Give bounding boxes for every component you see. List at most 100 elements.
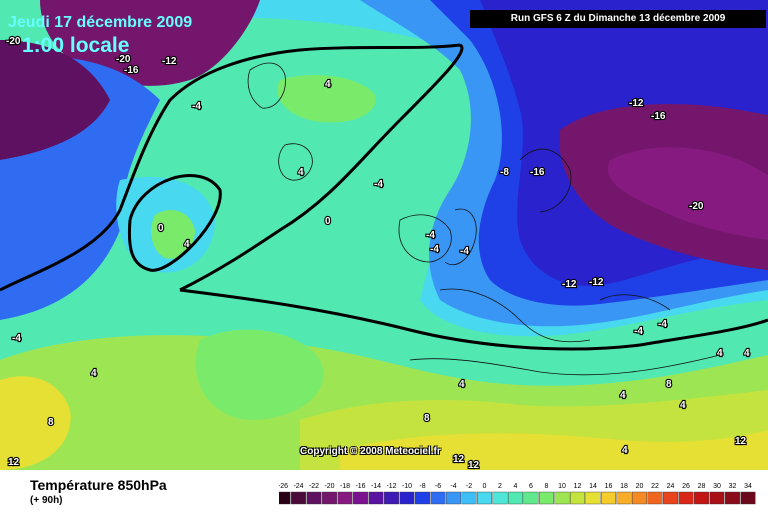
isotherm-label: -4 bbox=[460, 246, 469, 257]
legend-swatch bbox=[554, 491, 570, 505]
lead-time: (+ 90h) bbox=[30, 495, 63, 506]
legend-swatch bbox=[601, 491, 616, 505]
isotherm-label: -8 bbox=[500, 167, 509, 178]
legend-swatch bbox=[477, 491, 492, 505]
legend-tick-label: -6 bbox=[435, 483, 441, 490]
legend-swatch bbox=[353, 491, 368, 505]
isotherm-zero-north bbox=[0, 43, 461, 292]
legend-swatch bbox=[663, 491, 678, 505]
legend-tick-label: -12 bbox=[386, 483, 396, 490]
isotherm-label: 8 bbox=[48, 417, 54, 428]
legend-tick-label: -18 bbox=[340, 483, 350, 490]
legend-tick-label: 10 bbox=[558, 483, 566, 490]
forecast-date: Jeudi 17 décembre 2009 bbox=[8, 14, 193, 31]
legend-swatch bbox=[415, 491, 430, 505]
isotherm-label: -4 bbox=[192, 101, 201, 112]
iceland-green-blob bbox=[277, 75, 376, 123]
isotherm-label: -16 bbox=[651, 111, 666, 122]
isotherm-label: -16 bbox=[530, 167, 545, 178]
atlantic-green-blob bbox=[195, 329, 324, 420]
isotherm-label: -4 bbox=[12, 333, 21, 344]
copyright: Copyright © 2008 Meteociel.fr bbox=[300, 446, 441, 457]
legend-swatch bbox=[523, 491, 539, 505]
deep-purple-zone-east bbox=[607, 147, 768, 240]
legend-swatch bbox=[446, 491, 461, 505]
isotherm-labels: -20 -20 -16 -12 -4 4 4 0 4 0 -4 -4 -4 -4… bbox=[5, 35, 751, 470]
isotherm-label: 4 bbox=[717, 348, 723, 359]
isotherm-label: -20 bbox=[689, 201, 704, 212]
legend-tick-label: 28 bbox=[698, 483, 706, 490]
isotherm-label: -4 bbox=[374, 179, 383, 190]
legend-tick-label: 20 bbox=[636, 483, 644, 490]
legend-tick-label: 26 bbox=[682, 483, 690, 490]
isotherm-label: 4 bbox=[184, 239, 190, 250]
legend-swatch bbox=[709, 491, 725, 505]
legend-swatch bbox=[461, 491, 477, 505]
west-green-blob bbox=[151, 210, 195, 259]
legend-tick-label: 16 bbox=[605, 483, 613, 490]
legend-tick-label: 0 bbox=[483, 483, 487, 490]
legend-swatch bbox=[492, 491, 508, 505]
legend-swatch bbox=[725, 491, 740, 505]
legend-tick-label: -24 bbox=[293, 483, 303, 490]
legend-tick-label: -8 bbox=[419, 483, 425, 490]
isotherm-label: 12 bbox=[8, 457, 20, 468]
legend-swatch bbox=[322, 491, 337, 505]
legend-swatch bbox=[632, 491, 647, 505]
isotherm-label: 4 bbox=[459, 379, 465, 390]
isotherm-label: 4 bbox=[744, 348, 750, 359]
isotherm-zero-main bbox=[127, 43, 768, 351]
legend-tick-label: 22 bbox=[651, 483, 659, 490]
isotherm-label: -4 bbox=[430, 244, 439, 255]
isotherm-label: 4 bbox=[622, 445, 628, 456]
field-title: Température 850hPa bbox=[30, 477, 167, 493]
legend-swatch bbox=[570, 491, 585, 505]
isotherm-label: 4 bbox=[298, 167, 304, 178]
legend-swatch bbox=[337, 491, 353, 505]
legend-tick-label: -10 bbox=[402, 483, 412, 490]
legend-tick-label: 32 bbox=[729, 483, 737, 490]
legend-tick-label: -16 bbox=[355, 483, 365, 490]
legend-swatch bbox=[430, 491, 446, 505]
isotherm-label: 4 bbox=[325, 79, 331, 90]
forecast-hour: 1:00 locale bbox=[22, 34, 130, 57]
hot-zone-africa bbox=[340, 430, 768, 470]
legend-swatch bbox=[740, 491, 756, 505]
west-purple-zone bbox=[0, 40, 110, 160]
legend-swatch bbox=[678, 491, 694, 505]
isotherm-label: 4 bbox=[91, 368, 97, 379]
legend-tick-label: -14 bbox=[371, 483, 381, 490]
temperature-map: -20 -20 -16 -12 -4 4 4 0 4 0 -4 -4 -4 -4… bbox=[0, 0, 768, 470]
isotherm-label: 4 bbox=[680, 400, 686, 411]
isotherm-label: 0 bbox=[158, 223, 164, 234]
legend-tick-label: 18 bbox=[620, 483, 628, 490]
coastline-europe bbox=[398, 148, 721, 376]
legend-tick-label: -4 bbox=[450, 483, 456, 490]
isotherm-label: -12 bbox=[589, 277, 604, 288]
legend-swatch bbox=[647, 491, 663, 505]
isotherm-label: -4 bbox=[634, 326, 643, 337]
isotherm-label: 12 bbox=[468, 460, 480, 470]
hot-zone-west bbox=[0, 376, 71, 470]
isotherm-label: -20 bbox=[116, 54, 131, 65]
isotherm-label: 4 bbox=[620, 390, 626, 401]
legend-swatch bbox=[694, 491, 709, 505]
legend-tick-label: 12 bbox=[574, 483, 582, 490]
legend-tick-label: 8 bbox=[545, 483, 549, 490]
legend-tick-label: 6 bbox=[529, 483, 533, 490]
coastline-greenland bbox=[247, 62, 313, 181]
legend-swatch bbox=[306, 491, 322, 505]
legend-swatch bbox=[508, 491, 523, 505]
legend-tick-label: 4 bbox=[514, 483, 518, 490]
legend-tick-label: -20 bbox=[324, 483, 334, 490]
isotherm-label: 8 bbox=[666, 379, 672, 390]
model-run-banner: Run GFS 6 Z du Dimanche 13 décembre 2009 bbox=[470, 10, 766, 28]
isotherm-label: -4 bbox=[658, 319, 667, 330]
isotherm-label: -12 bbox=[629, 98, 644, 109]
isotherm-label: -4 bbox=[426, 230, 435, 241]
legend-swatch bbox=[291, 491, 306, 505]
legend-swatch bbox=[399, 491, 415, 505]
legend-swatch bbox=[279, 491, 291, 505]
legend-swatch bbox=[368, 491, 384, 505]
isotherm-label: 12 bbox=[453, 454, 465, 465]
